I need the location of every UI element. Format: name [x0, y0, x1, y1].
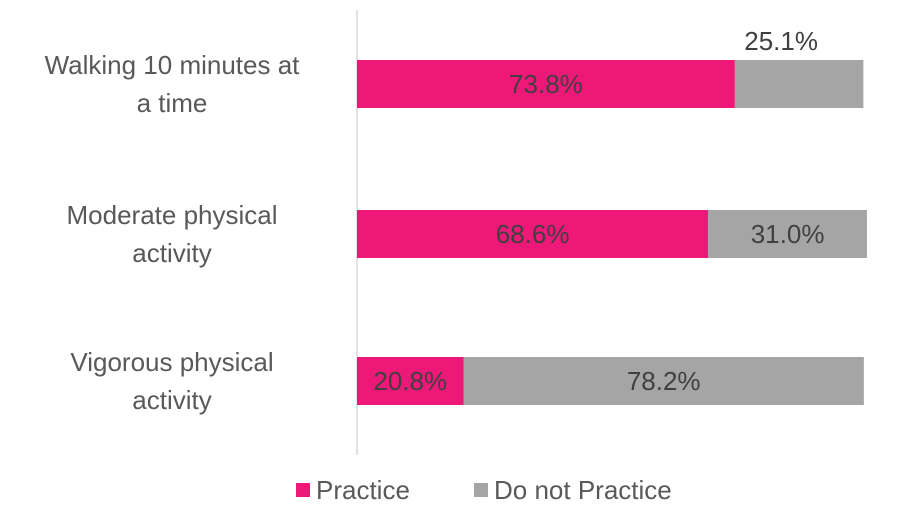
legend-swatch	[296, 483, 310, 497]
category-label: Moderate physical	[67, 200, 278, 230]
bar-do-not-practice	[708, 210, 867, 258]
data-label: 78.2%	[627, 366, 701, 396]
bar-practice	[357, 210, 709, 258]
legend-swatch	[474, 483, 488, 497]
data-label: 25.1%	[744, 26, 818, 56]
category-label: activity	[132, 385, 211, 415]
category-label: a time	[137, 88, 208, 118]
bar-practice	[357, 60, 735, 108]
bar-do-not-practice	[463, 357, 864, 405]
data-label: 73.8%	[509, 69, 583, 99]
category-label: Walking 10 minutes at	[45, 50, 301, 80]
legend-label: Practice	[316, 475, 410, 505]
legend-label: Do not Practice	[494, 475, 672, 505]
data-label: 20.8%	[373, 366, 447, 396]
category-label: activity	[132, 238, 211, 268]
bar-do-not-practice	[734, 60, 864, 108]
category-label: Vigorous physical	[70, 347, 273, 377]
bar-practice	[357, 357, 464, 405]
data-label: 31.0%	[751, 219, 825, 249]
data-label: 68.6%	[496, 219, 570, 249]
